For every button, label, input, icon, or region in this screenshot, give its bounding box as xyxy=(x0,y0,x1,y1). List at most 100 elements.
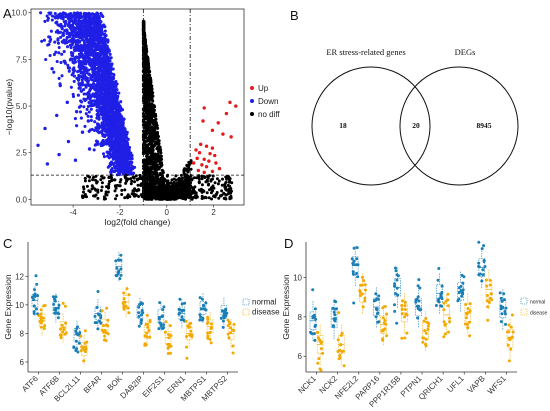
down-point xyxy=(62,33,66,37)
nodiff-point xyxy=(136,183,140,187)
nodiff-point xyxy=(125,177,129,181)
down-point xyxy=(72,68,77,73)
down-point xyxy=(68,35,72,39)
down-point xyxy=(107,48,111,52)
nodiff-point xyxy=(120,193,124,196)
down-point xyxy=(69,18,73,22)
nodiff-point xyxy=(146,55,150,59)
nodiff-point xyxy=(155,122,159,126)
nodiff-point xyxy=(139,176,142,180)
down-point xyxy=(105,44,109,48)
nodiff-point xyxy=(211,189,214,193)
down-point xyxy=(93,44,97,48)
nodiff-point xyxy=(223,183,226,187)
down-point xyxy=(112,102,116,106)
down-point xyxy=(110,109,114,113)
nodiff-point xyxy=(220,183,224,187)
down-point xyxy=(87,147,92,151)
down-point xyxy=(93,143,97,147)
nodiff-point xyxy=(148,166,152,170)
down-point xyxy=(115,143,119,147)
down-point xyxy=(125,155,129,159)
nodiff-point xyxy=(107,182,111,186)
down-point xyxy=(94,88,98,92)
down-point xyxy=(79,89,84,93)
down-point xyxy=(89,115,93,119)
nodiff-point xyxy=(159,151,163,155)
down-point xyxy=(57,51,61,55)
down-point xyxy=(103,65,108,70)
down-point xyxy=(112,122,116,126)
down-point xyxy=(97,59,101,63)
nodiff-point xyxy=(108,180,111,183)
down-point xyxy=(89,107,93,111)
down-point xyxy=(80,78,84,82)
down-point xyxy=(127,157,131,161)
down-point xyxy=(77,35,82,39)
nodiff-point xyxy=(226,183,230,187)
nodiff-point xyxy=(94,188,98,192)
down-point xyxy=(107,136,111,140)
down-point xyxy=(68,26,73,30)
down-point xyxy=(108,147,112,151)
down-point xyxy=(53,40,57,44)
down-point xyxy=(72,37,76,41)
down-point xyxy=(111,138,115,143)
down-point xyxy=(107,73,111,77)
down-point xyxy=(112,72,116,76)
down-point xyxy=(117,173,122,177)
nodiff-point xyxy=(228,195,232,199)
down-point xyxy=(122,140,126,145)
down-point xyxy=(50,18,54,22)
down-point xyxy=(105,154,110,158)
down-point xyxy=(117,102,121,106)
nodiff-point xyxy=(114,197,117,201)
down-point xyxy=(97,131,101,135)
nodiff-point xyxy=(151,99,155,103)
down-point xyxy=(60,24,64,29)
down-point xyxy=(85,69,89,73)
down-point xyxy=(100,24,104,28)
nodiff-point xyxy=(100,185,104,189)
nodiff-point xyxy=(85,184,89,188)
nodiff-point xyxy=(142,24,146,28)
down-point xyxy=(110,119,114,123)
down-point xyxy=(67,12,71,16)
down-point xyxy=(75,124,79,128)
nodiff-point xyxy=(220,189,224,193)
nodiff-point xyxy=(229,191,233,195)
nodiff-point xyxy=(144,117,148,121)
down-point xyxy=(69,57,73,61)
nodiff-point xyxy=(152,160,155,164)
nodiff-point xyxy=(154,158,158,162)
down-point xyxy=(76,93,80,97)
down-point xyxy=(48,39,52,43)
down-point xyxy=(89,24,93,28)
down-point xyxy=(92,18,96,22)
down-point xyxy=(104,127,108,131)
down-point xyxy=(89,46,93,50)
down-point xyxy=(69,44,73,48)
down-point xyxy=(57,76,61,80)
down-point xyxy=(96,30,101,34)
nodiff-point xyxy=(149,139,153,143)
down-point xyxy=(93,120,97,124)
down-point xyxy=(49,11,53,15)
down-point xyxy=(117,124,121,128)
down-point xyxy=(95,108,99,113)
down-point xyxy=(111,157,115,161)
down-point xyxy=(60,52,64,56)
down-point xyxy=(86,43,90,47)
down-point xyxy=(85,31,89,35)
nodiff-point xyxy=(113,178,117,182)
down-point xyxy=(50,14,54,18)
down-point xyxy=(118,160,122,164)
down-point xyxy=(78,63,82,67)
down-point xyxy=(121,119,125,123)
nodiff-point xyxy=(96,190,100,194)
down-point xyxy=(43,126,47,131)
down-point xyxy=(123,159,127,163)
down-point xyxy=(57,152,61,157)
down-point xyxy=(92,13,96,17)
